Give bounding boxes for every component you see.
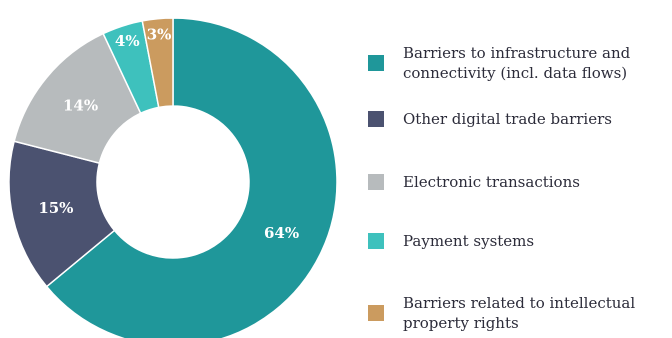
slice-value-label: 14% (63, 97, 98, 115)
slice-value-label: 4% (115, 32, 140, 50)
legend-swatch (368, 111, 384, 127)
legend-label: Payment systems (403, 232, 535, 250)
legend-swatch (368, 174, 384, 190)
legend-label: Barriers related to intellectual propert… (403, 294, 636, 332)
legend-label: Barriers to infrastructure and connectiv… (403, 44, 631, 82)
slice-value-label: 15% (38, 199, 73, 217)
slice-value-label: 64% (264, 224, 299, 242)
legend-item: Payment systems (368, 231, 672, 251)
legend-item: Other digital trade barriers (368, 109, 672, 129)
donut-slice (45, 17, 338, 338)
legend-swatch (368, 305, 384, 321)
legend-swatch (368, 233, 384, 249)
donut-slice (8, 140, 116, 288)
legend-label: Electronic transactions (403, 173, 580, 191)
donut-slice (141, 17, 174, 109)
legend: Barriers to infrastructure and connectiv… (368, 0, 672, 338)
legend-item: Electronic transactions (368, 172, 672, 192)
slice-value-label: 3% (147, 26, 172, 44)
legend-label: Other digital trade barriers (403, 110, 612, 128)
legend-swatch (368, 55, 384, 71)
legend-item: Barriers to infrastructure and connectiv… (368, 43, 672, 83)
legend-item: Barriers related to intellectual propert… (368, 293, 672, 333)
